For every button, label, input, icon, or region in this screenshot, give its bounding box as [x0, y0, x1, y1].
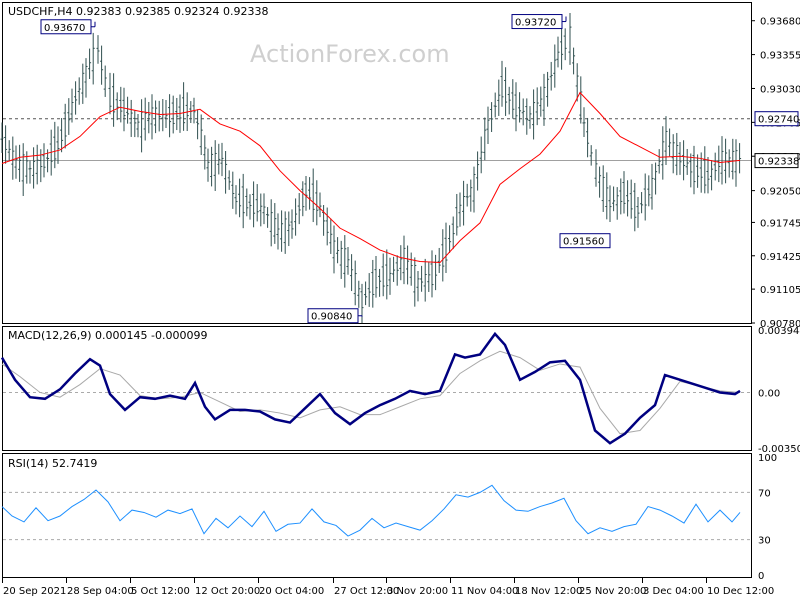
- time-tick-label: 12 Oct 20:00: [195, 586, 260, 597]
- time-tick-label: 25 Nov 20:00: [579, 586, 646, 597]
- annotation-box: [559, 233, 611, 249]
- price-tick-label: 0.91425: [760, 252, 800, 263]
- rsi-series: [1, 484, 741, 537]
- macd-panel-frame: [2, 326, 752, 451]
- price-tick-label: 0.93355: [760, 51, 800, 62]
- time-tick-label: 28 Sep 04:00: [67, 586, 134, 597]
- price-tick-label: 0.91745: [760, 218, 800, 229]
- current-price-box: [754, 153, 799, 169]
- time-tick-label: 20 Sep 2021: [3, 586, 66, 597]
- moving-average-line: [1, 91, 741, 264]
- watermark: ActionForex.com: [250, 40, 450, 68]
- price-series: [0, 13, 742, 324]
- annotation-label: 0.90840: [311, 312, 352, 323]
- annotation-box: [511, 14, 563, 30]
- time-tick-label: 27 Oct 12:00: [334, 586, 399, 597]
- price-panel-title: USDCHF,H4 0.92383 0.92385 0.92324 0.9233…: [8, 5, 269, 18]
- current-price-label: 0.92338: [758, 157, 799, 168]
- time-tick-label: 20 Oct 04:00: [259, 586, 324, 597]
- price-tick-label: 0.93680: [760, 17, 800, 28]
- time-tick-label: 3 Dec 04:00: [643, 586, 704, 597]
- rsi-axis: 100 70 30 0: [3, 453, 777, 582]
- price-annotations: 0.93670 0.93720 0.91560 0.90840: [40, 14, 611, 324]
- macd-tick-label: 0.00: [758, 388, 780, 399]
- macd-tick-label: -0.003506: [758, 444, 800, 455]
- rsi-tick-label: 70: [758, 488, 771, 499]
- annotation-label: 0.93670: [44, 23, 85, 34]
- price-tick-label: 0.91105: [760, 285, 800, 296]
- time-tick-label: 5 Oct 12:00: [131, 586, 190, 597]
- macd-panel-title: MACD(12,26,9) 0.000145 -0.000099: [8, 329, 207, 342]
- rsi-panel-title: RSI(14) 52.7419: [8, 457, 97, 470]
- price-axis: 0.936800.933550.930300.927050.923800.920…: [3, 17, 800, 330]
- price-tick-label: 0.90780: [760, 319, 800, 330]
- time-axis: 20 Sep 2021 28 Sep 04:005 Oct 12:00 12 Oct…: [2, 578, 774, 597]
- rsi-panel-frame: [2, 453, 752, 578]
- rsi-tick-label: 0: [758, 571, 764, 582]
- rsi-line: [1, 484, 741, 537]
- macd-series: [0, 331, 741, 445]
- annotation-box: [40, 19, 92, 35]
- time-tick-label: 11 Nov 04:00: [451, 586, 518, 597]
- annotation-label: 0.91560: [563, 237, 604, 248]
- resistance-label-box: [754, 111, 799, 127]
- macd-main-line: [0, 331, 741, 445]
- annotation-box: [307, 308, 359, 324]
- price-tick-label: 0.92050: [760, 187, 800, 198]
- price-tick-label: 0.93030: [760, 84, 800, 95]
- macd-axis: 0.003944 0.00 -0.003506: [3, 326, 800, 455]
- time-tick-label: 18 Nov 12:00: [515, 586, 582, 597]
- macd-signal-line: [1, 350, 741, 435]
- macd-tick-label: 0.003944: [758, 326, 800, 337]
- time-tick-label: 10 Dec 12:00: [707, 586, 774, 597]
- rsi-tick-label: 100: [758, 453, 777, 464]
- resistance-label: 0.92740: [758, 115, 799, 126]
- time-tick-label: 3 Nov 20:00: [387, 586, 448, 597]
- annotation-label: 0.93720: [515, 18, 556, 29]
- rsi-tick-label: 30: [758, 536, 771, 547]
